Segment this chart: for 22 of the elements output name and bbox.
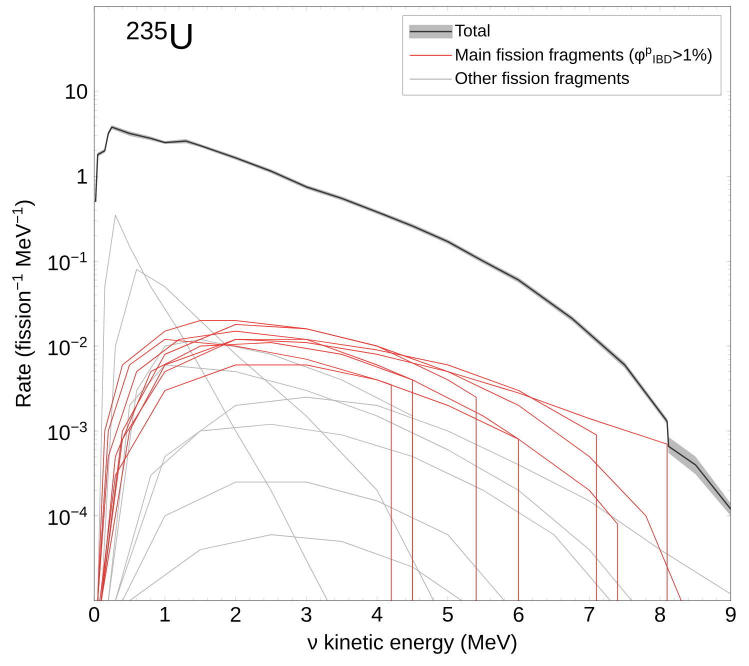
y-tick-label: 10$^{−1}$ <box>48 252 87 270</box>
x-axis-title: ν kinetic energy (MeV) <box>307 634 516 654</box>
x-tick-label: 3 <box>301 606 312 622</box>
x-tick-label: 0 <box>89 606 100 622</box>
y-tick-label: 10$^{−4}$ <box>48 506 87 525</box>
x-tick-label: 9 <box>726 606 736 622</box>
y-axis-title: Rate (fission$^{−1}$ MeV$^{−1}$) <box>12 200 35 406</box>
annotation: $^{235}$U <box>127 22 192 50</box>
y-tick-label: 10$^{−3}$ <box>48 422 87 440</box>
x-tick-label: 2 <box>230 606 240 622</box>
legend-label: Total <box>455 24 490 36</box>
x-tick-label: 8 <box>655 606 666 622</box>
x-tick-label: 4 <box>372 606 382 622</box>
y-tick-label: 10 <box>66 84 88 99</box>
x-tick-label: 6 <box>514 606 524 622</box>
x-tick-label: 7 <box>584 606 594 622</box>
x-tick-label: 5 <box>442 606 453 622</box>
legend-label: Main fission fragments (φ$^{p}$$_{IBD}$>1%) <box>456 47 712 64</box>
legend-label: Other fission fragments <box>456 72 629 88</box>
y-tick-label: 10$^{−2}$ <box>48 336 87 356</box>
y-tick-label: 1 <box>78 168 87 184</box>
x-tick-label: 1 <box>160 606 170 622</box>
